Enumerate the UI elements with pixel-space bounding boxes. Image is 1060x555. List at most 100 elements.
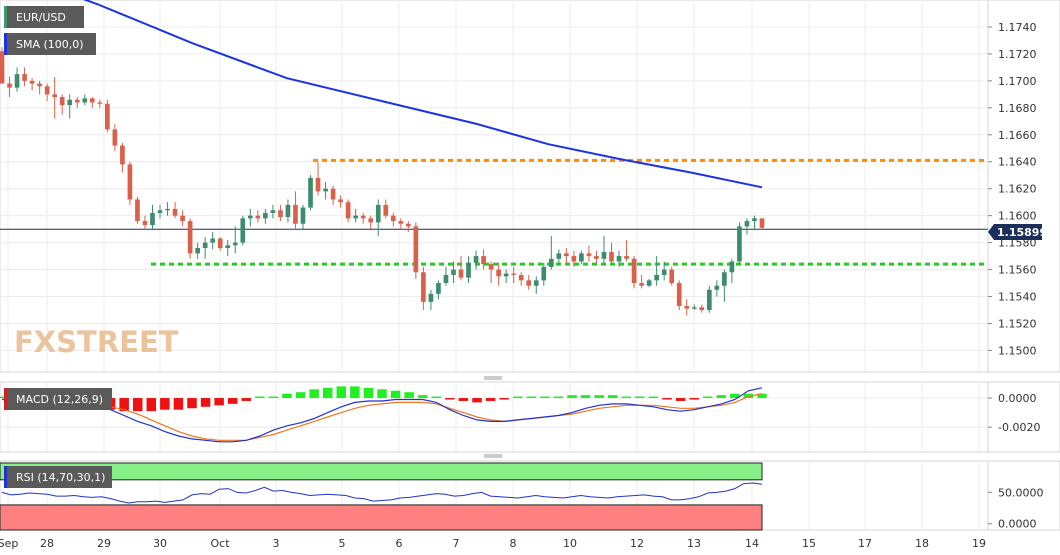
macd-resize-handle[interactable] [484,376,502,380]
candle-body [97,102,103,104]
y-tick-label: 1.1740 [998,21,1037,34]
candle-body [135,199,140,222]
candle-body [105,103,110,130]
macd-histogram-bar [445,398,455,400]
candle-body [112,129,118,146]
candle-body [338,199,343,203]
macd-histogram-bar [227,398,238,404]
candle-body [503,273,509,277]
macd-histogram-bar [377,389,387,399]
candle-body [202,242,208,248]
rsi-label: RSI (14,70,30,1) [4,466,112,488]
candle-body [390,215,396,222]
candle-body [691,307,697,309]
macd-histogram-bar [160,398,170,410]
symbol-text: EUR/USD [16,11,66,24]
y-tick-label: 1.1600 [998,210,1037,223]
candle-body [684,305,690,309]
candle-body [142,221,148,226]
candle-body [285,204,291,217]
macd-histogram-bar [526,396,537,399]
y-tick-label: 1.1520 [998,317,1037,330]
y-tick-label: 1.1660 [998,129,1037,142]
candle-body [714,285,720,290]
candle-body [518,274,524,281]
x-tick-label: 29 [97,537,111,550]
candle-body [67,99,73,106]
y-tick-label: 1.1540 [998,291,1037,304]
macd-histogram-bar [472,398,482,403]
y-tick-label: 1.1700 [998,75,1037,88]
macd-histogram-bar [648,396,659,399]
axis-frame [987,460,1060,531]
macd-histogram-bar [540,396,550,399]
macd-histogram-bar [580,395,591,399]
rsi-oversold-zone [0,504,763,531]
macd-histogram-bar [309,389,319,399]
macd-histogram-bar [187,398,197,409]
candle-body [52,94,58,98]
candle-body [564,253,569,257]
x-tick-label: 13 [687,537,701,550]
candle-body [541,266,547,281]
axis-frame [987,381,1060,453]
rsi-text: RSI (14,70,30,1) [16,471,105,484]
macd-histogram-bar [730,393,740,399]
axis-frame [987,0,1060,373]
candle-body [270,210,276,213]
x-tick-label: 15 [802,537,816,550]
x-tick-label: 6 [396,537,403,550]
x-tick-label: 28 [40,537,54,550]
x-tick-label: 3 [273,537,280,550]
candle-body [737,226,742,262]
rsi-y-tick-label: 0.0000 [998,518,1037,531]
macd-histogram-bar [200,398,211,407]
macd-line [2,387,763,443]
rsi-resize-handle[interactable] [484,454,502,458]
candle-body [451,269,456,275]
candle-body [744,221,750,227]
candle-body [240,218,246,243]
candle-body [180,215,185,222]
candle-body [187,221,193,254]
candle-body [639,283,644,286]
candle-body [195,248,200,254]
macd-histogram-bar [282,393,292,399]
candle-body [556,253,562,259]
candle-body [368,218,374,223]
macd-histogram-bar [363,387,374,399]
candle-body [165,208,170,211]
macd-histogram-bar [675,398,686,401]
panel-frame [0,381,989,453]
candle-body [752,218,757,222]
x-tick-label: 14 [745,537,759,550]
candle-body [14,74,20,88]
macd-histogram-bar [702,396,713,399]
macd-histogram-bar [268,396,279,399]
macd-histogram-bar [295,392,306,399]
rsi-overbought-zone [0,462,763,481]
candle-body [488,264,494,270]
candle-body [210,238,216,243]
price-panel [0,0,988,316]
x-tick-label: 30 [153,537,167,550]
macd-histogram-bar [390,390,401,399]
candle-body [473,256,479,263]
y-tick-label: 1.1680 [998,102,1037,115]
sma-label: SMA (100,0) [4,33,96,55]
macd-histogram-bar [255,396,265,399]
sma-line [82,0,763,189]
candle-body [579,253,584,262]
macd-histogram-bar [662,398,672,400]
macd-histogram-bar [485,398,496,401]
macd-histogram-bar [336,386,347,399]
candle-body [172,208,178,216]
x-tick-label: 17 [858,537,872,550]
macd-histogram-bar [743,393,754,399]
candle-body [383,204,389,216]
x-tick-label: 12 [630,537,644,550]
candle-body [616,256,622,262]
macd-histogram-bar [621,396,632,399]
candle-body [225,245,231,248]
last-price-tag: 1.15899 [988,224,1047,240]
